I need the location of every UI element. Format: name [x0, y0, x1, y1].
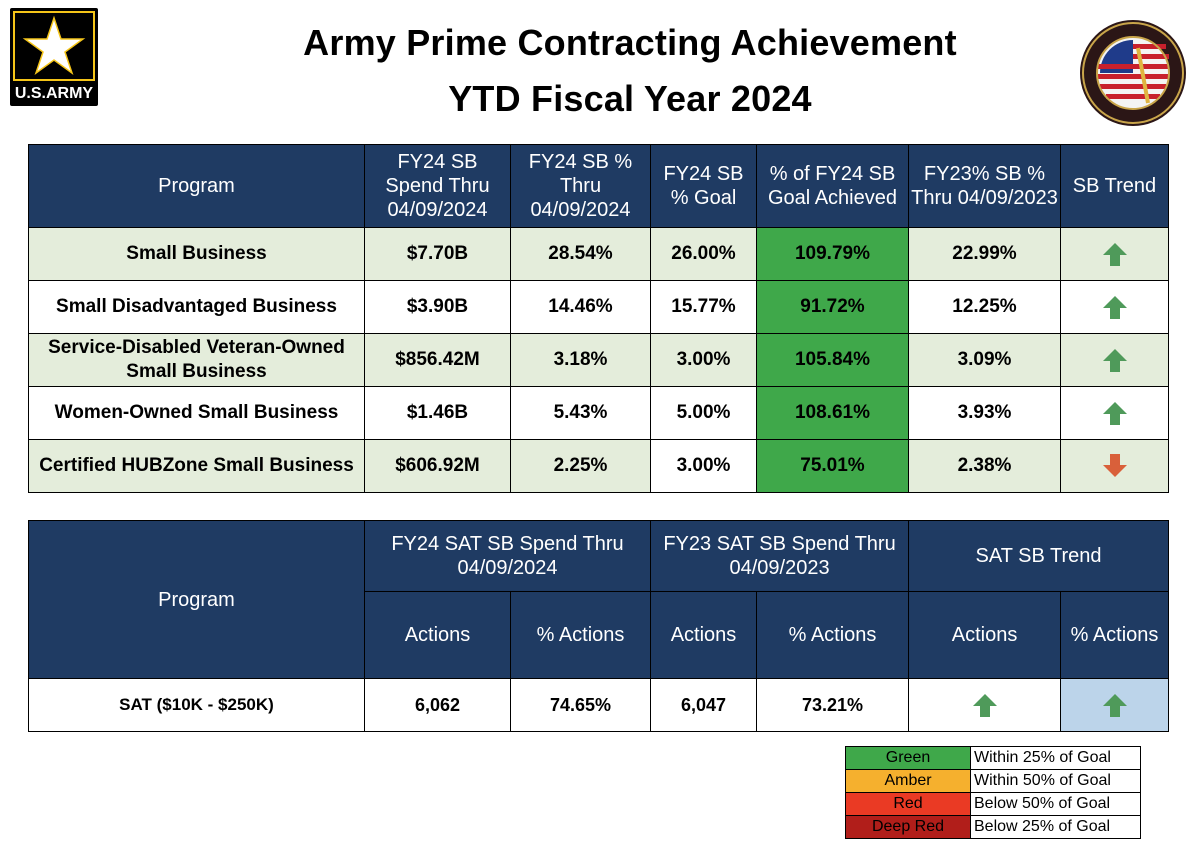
- program-cell: SAT ($10K - $250K): [28, 678, 365, 732]
- trend-cell: [1060, 280, 1169, 334]
- program-cell: Small Business: [28, 227, 365, 281]
- legend-color-name: Green: [845, 746, 971, 770]
- pct-cell: 14.46%: [510, 280, 651, 334]
- program-cell: Women-Owned Small Business: [28, 386, 365, 440]
- legend-row: Green Within 25% of Goal: [845, 746, 1141, 770]
- program-cell: Certified HUBZone Small Business: [28, 439, 365, 493]
- spend-cell: $7.70B: [364, 227, 511, 281]
- trend-pct-cell: [1060, 678, 1170, 732]
- fy23-cell: 3.09%: [908, 333, 1061, 387]
- department-seal-icon: [1080, 20, 1186, 126]
- legend-color-name: Deep Red: [845, 815, 971, 839]
- arrow-up-icon: [1102, 402, 1127, 425]
- spend-cell: $606.92M: [364, 439, 511, 493]
- achieved-cell: 108.61%: [756, 386, 909, 440]
- goal-cell: 3.00%: [650, 439, 757, 493]
- legend-color-name: Amber: [845, 769, 971, 793]
- table-row: Certified HUBZone Small Business $606.92…: [28, 439, 1169, 493]
- achieved-cell: 75.01%: [756, 439, 909, 493]
- column-group-header: FY24 SAT SB Spend Thru 04/09/2024: [363, 520, 652, 592]
- column-group-header: SAT SB Trend: [908, 520, 1170, 592]
- table-header-row: Program FY24 SAT SB Spend Thru 04/09/202…: [28, 520, 1170, 679]
- table-row: Women-Owned Small Business $1.46B 5.43% …: [28, 386, 1169, 440]
- column-header: Program: [28, 520, 365, 679]
- table-row: Small Disadvantaged Business $3.90B 14.4…: [28, 280, 1169, 334]
- column-header: FY24 SB % Goal: [650, 144, 757, 228]
- arrow-up-icon: [1102, 349, 1127, 372]
- column-header: SB Trend: [1060, 144, 1169, 228]
- program-cell: Small Disadvantaged Business: [28, 280, 365, 334]
- table-row: Service-Disabled Veteran-Owned Small Bus…: [28, 333, 1169, 387]
- fy23-cell: 3.93%: [908, 386, 1061, 440]
- goal-cell: 15.77%: [650, 280, 757, 334]
- fy23-pct-cell: 73.21%: [756, 678, 910, 732]
- achieved-cell: 109.79%: [756, 227, 909, 281]
- legend-color-name: Red: [845, 792, 971, 816]
- spend-cell: $3.90B: [364, 280, 511, 334]
- legend-description: Below 50% of Goal: [970, 792, 1141, 816]
- page-title: Army Prime Contracting Achievement: [303, 22, 957, 63]
- column-header: % Actions: [756, 591, 910, 679]
- trend-cell: [1060, 333, 1169, 387]
- arrow-up-icon: [1102, 243, 1127, 266]
- trend-cell: [1060, 439, 1169, 493]
- page-subtitle: YTD Fiscal Year 2024: [448, 78, 812, 119]
- column-header: Actions: [650, 591, 758, 679]
- achieved-cell: 105.84%: [756, 333, 909, 387]
- spend-cell: $1.46B: [364, 386, 511, 440]
- pct-cell: 28.54%: [510, 227, 651, 281]
- column-header: % of FY24 SB Goal Achieved: [756, 144, 909, 228]
- column-group-header: FY23 SAT SB Spend Thru 04/09/2023: [650, 520, 910, 592]
- table-header-row: Program FY24 SB Spend Thru 04/09/2024 FY…: [28, 144, 1169, 228]
- arrow-up-icon: [1102, 694, 1127, 717]
- fy23-cell: 22.99%: [908, 227, 1061, 281]
- trend-cell: [1060, 227, 1169, 281]
- column-header: Program: [28, 144, 365, 228]
- svg-text:U.S.ARMY: U.S.ARMY: [15, 85, 94, 102]
- arrow-up-icon: [972, 694, 997, 717]
- pct-cell: 2.25%: [510, 439, 651, 493]
- pct-cell: 3.18%: [510, 333, 651, 387]
- fy23-actions-cell: 6,047: [650, 678, 758, 732]
- column-header: FY24 SB % Thru 04/09/2024: [510, 144, 651, 228]
- sat-table: Program FY24 SAT SB Spend Thru 04/09/202…: [28, 520, 1170, 732]
- color-legend: Green Within 25% of Goal Amber Within 50…: [845, 746, 1141, 839]
- us-army-logo: U.S.ARMY: [10, 8, 98, 106]
- achieved-cell: 91.72%: [756, 280, 909, 334]
- fy23-cell: 12.25%: [908, 280, 1061, 334]
- pct-cell: 5.43%: [510, 386, 651, 440]
- goal-cell: 5.00%: [650, 386, 757, 440]
- fy23-cell: 2.38%: [908, 439, 1061, 493]
- trend-cell: [1060, 386, 1169, 440]
- legend-row: Red Below 50% of Goal: [845, 792, 1141, 816]
- legend-description: Below 25% of Goal: [970, 815, 1141, 839]
- arrow-down-icon: [1102, 454, 1127, 477]
- column-header: % Actions: [1060, 591, 1170, 679]
- column-header: % Actions: [509, 591, 652, 679]
- table-row: Small Business $7.70B 28.54% 26.00% 109.…: [28, 227, 1169, 281]
- legend-row: Amber Within 50% of Goal: [845, 769, 1141, 793]
- legend-description: Within 50% of Goal: [970, 769, 1141, 793]
- column-header: Actions: [364, 591, 511, 679]
- column-header: Actions: [908, 591, 1062, 679]
- fy24-actions-cell: 6,062: [364, 678, 511, 732]
- column-header: FY24 SB Spend Thru 04/09/2024: [364, 144, 511, 228]
- goal-cell: 26.00%: [650, 227, 757, 281]
- table-subheader-row: Actions % Actions Actions % Actions Acti…: [29, 591, 1170, 679]
- table-row: SAT ($10K - $250K) 6,062 74.65% 6,047 73…: [28, 678, 1170, 732]
- goal-cell: 3.00%: [650, 333, 757, 387]
- trend-actions-cell: [908, 678, 1062, 732]
- sb-achievement-table: Program FY24 SB Spend Thru 04/09/2024 FY…: [28, 144, 1169, 493]
- spend-cell: $856.42M: [364, 333, 511, 387]
- legend-row: Deep Red Below 25% of Goal: [845, 815, 1141, 839]
- legend-description: Within 25% of Goal: [970, 746, 1141, 770]
- program-cell: Service-Disabled Veteran-Owned Small Bus…: [28, 333, 365, 387]
- fy24-pct-cell: 74.65%: [509, 678, 652, 732]
- arrow-up-icon: [1102, 296, 1127, 319]
- column-header: FY23% SB % Thru 04/09/2023: [908, 144, 1061, 228]
